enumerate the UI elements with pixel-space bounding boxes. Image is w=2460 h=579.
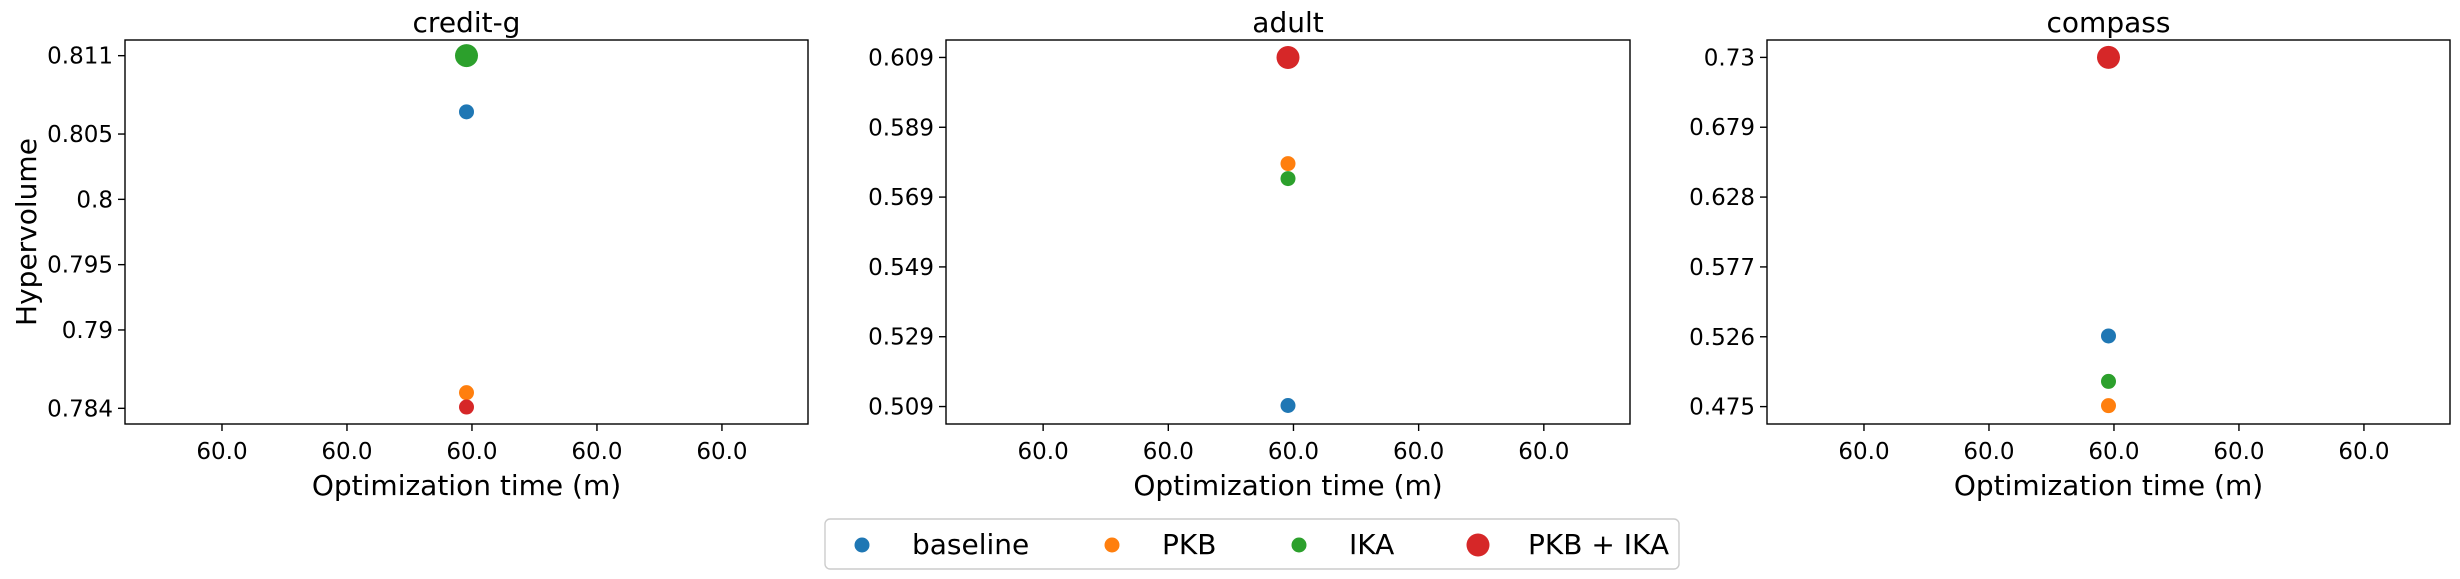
y-tick-label: 0.795 — [47, 253, 113, 279]
point-pkb — [2101, 398, 2116, 414]
x-tick-label: 60.0 — [571, 439, 622, 465]
y-tick-label: 0.509 — [868, 395, 934, 421]
axes-frame — [945, 39, 1631, 425]
legend-label: PKB — [1162, 528, 1216, 561]
y-tick-label: 0.784 — [47, 396, 113, 422]
point-ika — [455, 44, 478, 68]
panel-adult: adult 0.509 0.529 0.549 0.569 0.589 0.609 60.0 6… — [868, 6, 1631, 502]
y-tick-label: 0.549 — [868, 255, 934, 281]
x-tick-label: 60.0 — [196, 439, 247, 465]
x-axis-label: Optimization time (m) — [1954, 469, 2263, 502]
y-tick-label: 0.475 — [1689, 395, 1755, 421]
panel-title: compass — [2047, 6, 2171, 39]
x-tick-label: 60.0 — [1838, 439, 1889, 465]
x-tick-label: 60.0 — [1518, 439, 1569, 465]
point-baseline — [2101, 328, 2116, 344]
point-baseline — [1280, 397, 1296, 413]
y-tick-label: 0.529 — [868, 325, 934, 351]
y-tick-label: 0.8 — [76, 187, 113, 213]
legend-box — [824, 518, 1680, 570]
point-pkb-ika — [459, 399, 474, 415]
y-tick-label: 0.805 — [47, 122, 113, 148]
y-tick-label: 0.73 — [1704, 45, 1755, 71]
point-pkb — [1280, 156, 1296, 172]
x-tick-label: 60.0 — [1018, 439, 1069, 465]
point-pkb-ika — [1276, 45, 1300, 69]
point-pkb-ika — [2097, 45, 2120, 69]
axes-frame — [1766, 39, 2451, 425]
y-tick-label: 0.569 — [868, 185, 934, 211]
x-tick-label: 60.0 — [2088, 439, 2139, 465]
panel-title: adult — [1252, 6, 1323, 39]
x-tick-label: 60.0 — [446, 439, 497, 465]
x-tick-label: 60.0 — [1268, 439, 1319, 465]
point-ika — [1280, 171, 1296, 187]
x-tick-label: 60.0 — [1393, 439, 1444, 465]
y-tick-label: 0.811 — [47, 44, 113, 70]
legend-label: PKB + IKA — [1528, 528, 1669, 561]
legend-entry-baseline: baseline — [854, 528, 1029, 561]
point-pkb — [459, 385, 474, 401]
legend-entry-ika: IKA — [1291, 528, 1394, 561]
x-tick-label: 60.0 — [2213, 439, 2264, 465]
y-tick-label: 0.609 — [868, 45, 934, 71]
legend-marker — [1291, 537, 1307, 553]
legend-label: baseline — [912, 528, 1029, 561]
panels: credit-g 0.784 0.79 0.795 0.8 0.805 0.811 60.0 6… — [10, 6, 2451, 502]
y-tick-label: 0.679 — [1689, 115, 1755, 141]
legend-marker — [1466, 533, 1490, 557]
x-tick-label: 60.0 — [2338, 439, 2389, 465]
x-tick-label: 60.0 — [1143, 439, 1194, 465]
x-tick-label: 60.0 — [696, 439, 747, 465]
point-ika — [2101, 373, 2116, 389]
legend-marker — [854, 537, 870, 553]
x-axis-label: Optimization time (m) — [1133, 469, 1442, 502]
panel-credit-g: credit-g 0.784 0.79 0.795 0.8 0.805 0.811 60.0 6… — [10, 6, 809, 502]
x-tick-label: 60.0 — [1963, 439, 2014, 465]
panel-title: credit-g — [413, 6, 521, 39]
legend-entry-pkb-ika: PKB + IKA — [1466, 528, 1669, 561]
y-tick-label: 0.577 — [1689, 255, 1755, 281]
y-tick-label: 0.79 — [62, 318, 113, 344]
panel-compass: compass 0.475 0.526 0.577 0.628 0.679 0.73 60.0… — [1689, 6, 2451, 502]
point-baseline — [459, 104, 474, 120]
y-axis-label: Hypervolume — [10, 138, 43, 326]
y-tick-label: 0.589 — [868, 115, 934, 141]
x-axis-label: Optimization time (m) — [312, 469, 621, 502]
axes-frame — [124, 39, 809, 425]
legend-label: IKA — [1349, 528, 1394, 561]
legend: baseline PKB IKA PKB + IKA — [824, 518, 1680, 570]
legend-entry-pkb: PKB — [1104, 528, 1216, 561]
legend-marker — [1104, 537, 1120, 553]
y-tick-label: 0.526 — [1689, 325, 1755, 351]
y-tick-label: 0.628 — [1689, 185, 1755, 211]
x-tick-label: 60.0 — [321, 439, 372, 465]
